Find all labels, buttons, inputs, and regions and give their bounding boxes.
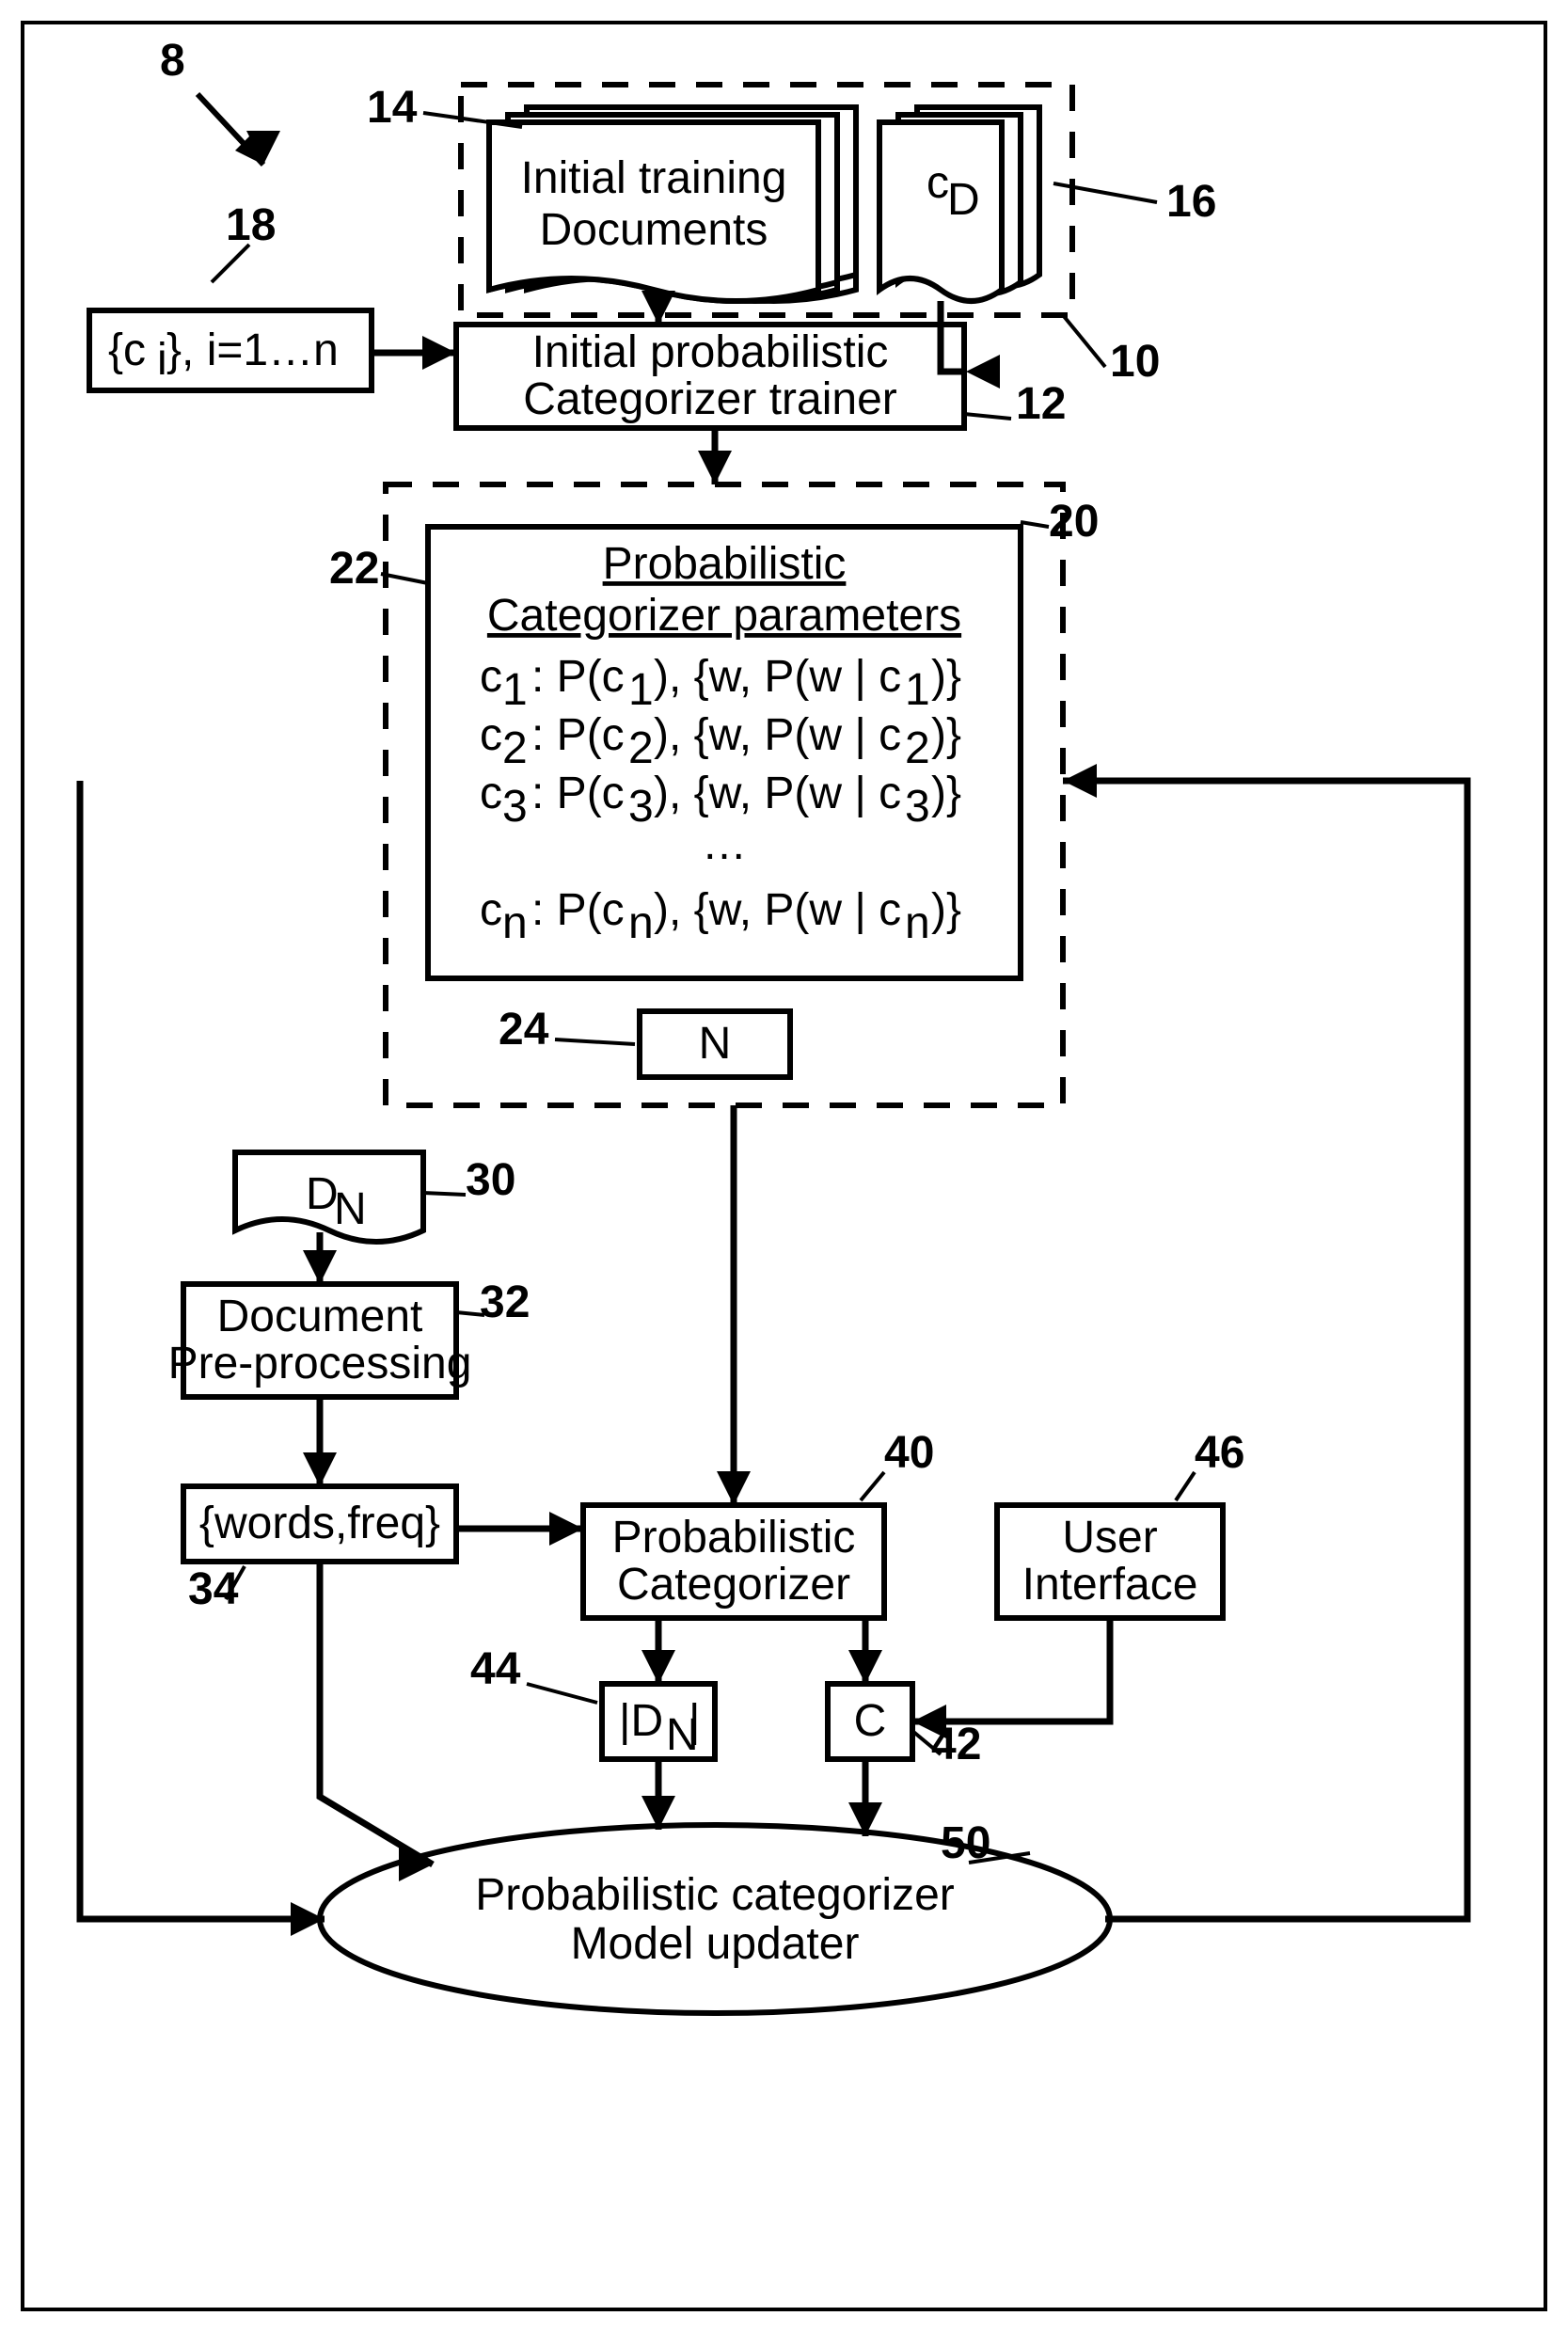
svg-text:: P(c: : P(c — [531, 885, 625, 935]
svg-text:3: 3 — [628, 782, 654, 832]
svg-text:{c: {c — [108, 325, 146, 375]
svg-text:), {w, P(w | c: ), {w, P(w | c — [654, 885, 901, 935]
svg-text:Probabilistic categorizer: Probabilistic categorizer — [475, 1870, 955, 1920]
svg-text:)}: )} — [931, 769, 961, 818]
svg-text:20: 20 — [1049, 497, 1099, 547]
svg-text:12: 12 — [1016, 379, 1066, 429]
svg-text:2: 2 — [905, 723, 930, 773]
svg-text:1: 1 — [628, 665, 654, 715]
svg-text:Document: Document — [217, 1292, 423, 1341]
ref-8: 8 — [160, 36, 185, 86]
svg-text:3: 3 — [905, 782, 930, 832]
svg-text:c: c — [480, 885, 502, 935]
svg-text:Model updater: Model updater — [571, 1919, 860, 1969]
svg-text:)}: )} — [931, 885, 961, 935]
svg-text:44: 44 — [470, 1644, 521, 1694]
svg-text:c: c — [480, 710, 502, 760]
svg-text:Probabilistic: Probabilistic — [612, 1513, 856, 1563]
svg-text:|: | — [689, 1696, 700, 1746]
svg-text:14: 14 — [367, 83, 418, 133]
svg-text:…: … — [702, 819, 747, 869]
svg-text:n: n — [628, 898, 654, 948]
svg-text:n: n — [905, 898, 930, 948]
svg-text:10: 10 — [1110, 337, 1160, 387]
svg-text:Categorizer trainer: Categorizer trainer — [523, 374, 897, 424]
svg-text:)}: )} — [931, 652, 961, 702]
svg-text:{words,freq}: {words,freq} — [199, 1499, 440, 1548]
svg-text:D: D — [947, 175, 980, 225]
svg-text:Interface: Interface — [1022, 1560, 1198, 1610]
svg-text:c: c — [480, 652, 502, 702]
svg-text:2: 2 — [628, 723, 654, 773]
svg-text:}, i=1…n: }, i=1…n — [166, 325, 339, 375]
svg-text:Documents: Documents — [540, 205, 768, 255]
svg-text:1: 1 — [905, 665, 930, 715]
svg-text:N: N — [699, 1019, 732, 1069]
svg-text:: P(c: : P(c — [531, 652, 625, 702]
svg-text:Initial probabilistic: Initial probabilistic — [532, 327, 889, 377]
svg-text:Pre-processing: Pre-processing — [168, 1339, 472, 1388]
svg-text:24: 24 — [499, 1005, 549, 1055]
svg-text:3: 3 — [502, 782, 528, 832]
svg-text:46: 46 — [1195, 1428, 1244, 1478]
svg-text:), {w, P(w | c: ), {w, P(w | c — [654, 652, 901, 702]
svg-text:1: 1 — [502, 665, 528, 715]
svg-text:32: 32 — [480, 1277, 530, 1327]
svg-text:), {w, P(w | c: ), {w, P(w | c — [654, 769, 901, 818]
svg-text:|D: |D — [619, 1696, 663, 1746]
svg-text:C: C — [854, 1696, 887, 1746]
svg-text:User: User — [1062, 1513, 1157, 1563]
svg-text:16: 16 — [1166, 177, 1216, 227]
svg-text:18: 18 — [226, 200, 276, 250]
svg-text:2: 2 — [502, 723, 528, 773]
svg-text:: P(c: : P(c — [531, 710, 625, 760]
svg-text:c: c — [480, 769, 502, 818]
svg-text:)}: )} — [931, 710, 961, 760]
svg-text:22: 22 — [329, 544, 379, 594]
svg-text:c: c — [927, 158, 949, 208]
svg-text:30: 30 — [466, 1155, 515, 1205]
svg-text:n: n — [502, 898, 528, 948]
svg-text:N: N — [334, 1184, 367, 1234]
svg-text:Categorizer: Categorizer — [617, 1560, 850, 1610]
svg-text:Initial training: Initial training — [521, 153, 787, 203]
svg-text:Categorizer parameters: Categorizer parameters — [487, 591, 961, 641]
svg-text:Probabilistic: Probabilistic — [603, 539, 847, 589]
svg-text:), {w, P(w | c: ), {w, P(w | c — [654, 710, 901, 760]
svg-text:40: 40 — [884, 1428, 934, 1478]
svg-text:: P(c: : P(c — [531, 769, 625, 818]
